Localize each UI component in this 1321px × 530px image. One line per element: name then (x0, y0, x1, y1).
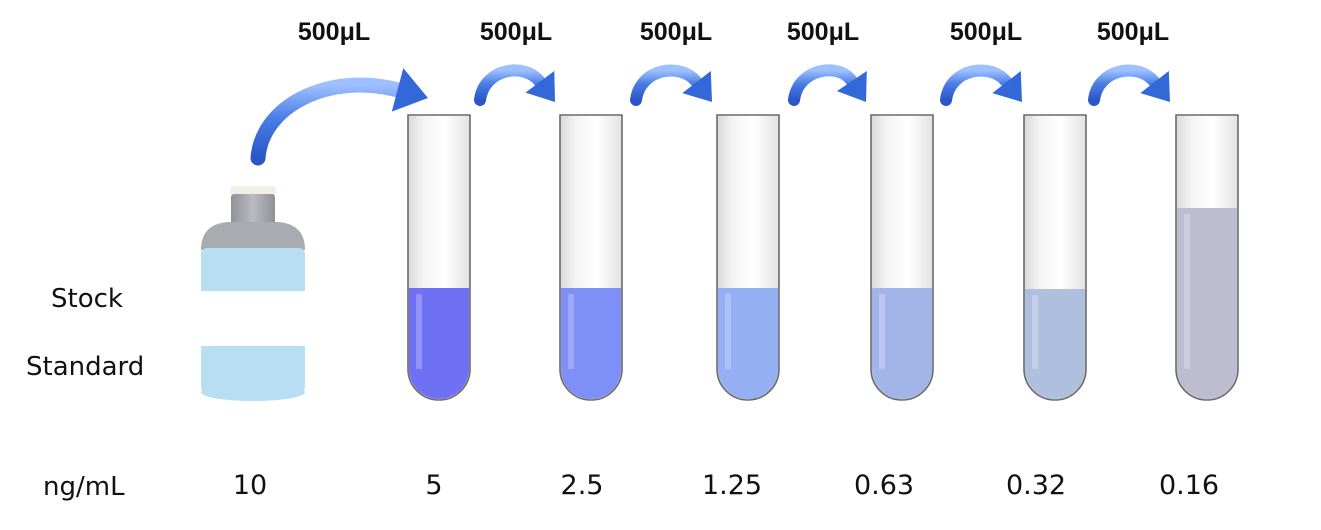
tube-liquid (872, 288, 932, 399)
bottle-label (201, 291, 305, 346)
tube-liquid (561, 288, 621, 399)
bottle-cap (231, 194, 275, 224)
tube-outline (1175, 114, 1239, 401)
stock-bottle (201, 186, 305, 401)
transfer-volume-label: 500μL (639, 18, 713, 46)
test-tube (559, 114, 623, 401)
tube-outline (870, 114, 934, 401)
tube-liquid (409, 288, 469, 399)
transfer-arrow (940, 64, 1022, 106)
test-tube (1175, 114, 1239, 401)
transfer-volume-label: 500μL (479, 18, 553, 46)
units-label: ng/mL (43, 472, 125, 502)
transfer-volume-label: 500μL (949, 18, 1023, 46)
tube-liquid (1177, 208, 1237, 399)
tube-outline (716, 114, 780, 401)
stock-label-line1: Stock (51, 284, 123, 314)
test-tube (1023, 114, 1087, 401)
tube-liquid (1025, 289, 1085, 399)
concentration-label: 2.5 (560, 470, 604, 501)
tube-outline (559, 114, 623, 401)
concentration-label: 10 (232, 470, 268, 501)
transfer-arrow (788, 64, 867, 106)
transfer-arrow (1088, 64, 1170, 106)
transfer-volume-label: 500μL (786, 18, 860, 46)
tube-outline (1023, 114, 1087, 401)
transfer-arrow-stock (250, 68, 428, 166)
concentration-label: 1.25 (701, 470, 763, 501)
stock-label-line2: Standard (26, 352, 145, 382)
transfer-volume-label: 500μL (1096, 18, 1170, 46)
test-tube (407, 114, 471, 401)
test-tube (716, 114, 780, 401)
concentration-label: 5 (425, 470, 443, 501)
concentration-label: 0.16 (1158, 470, 1220, 501)
bottle-shoulder (201, 222, 305, 250)
transfer-arrow (630, 64, 712, 106)
concentration-label: 0.32 (1005, 470, 1067, 501)
transfer-arrow (474, 64, 555, 106)
bottle-cap-top (230, 186, 276, 196)
tube-outline (407, 114, 471, 401)
test-tube (870, 114, 934, 401)
transfer-volume-label: 500μL (297, 18, 371, 46)
concentration-label: 0.63 (853, 470, 915, 501)
tube-liquid (718, 288, 778, 399)
